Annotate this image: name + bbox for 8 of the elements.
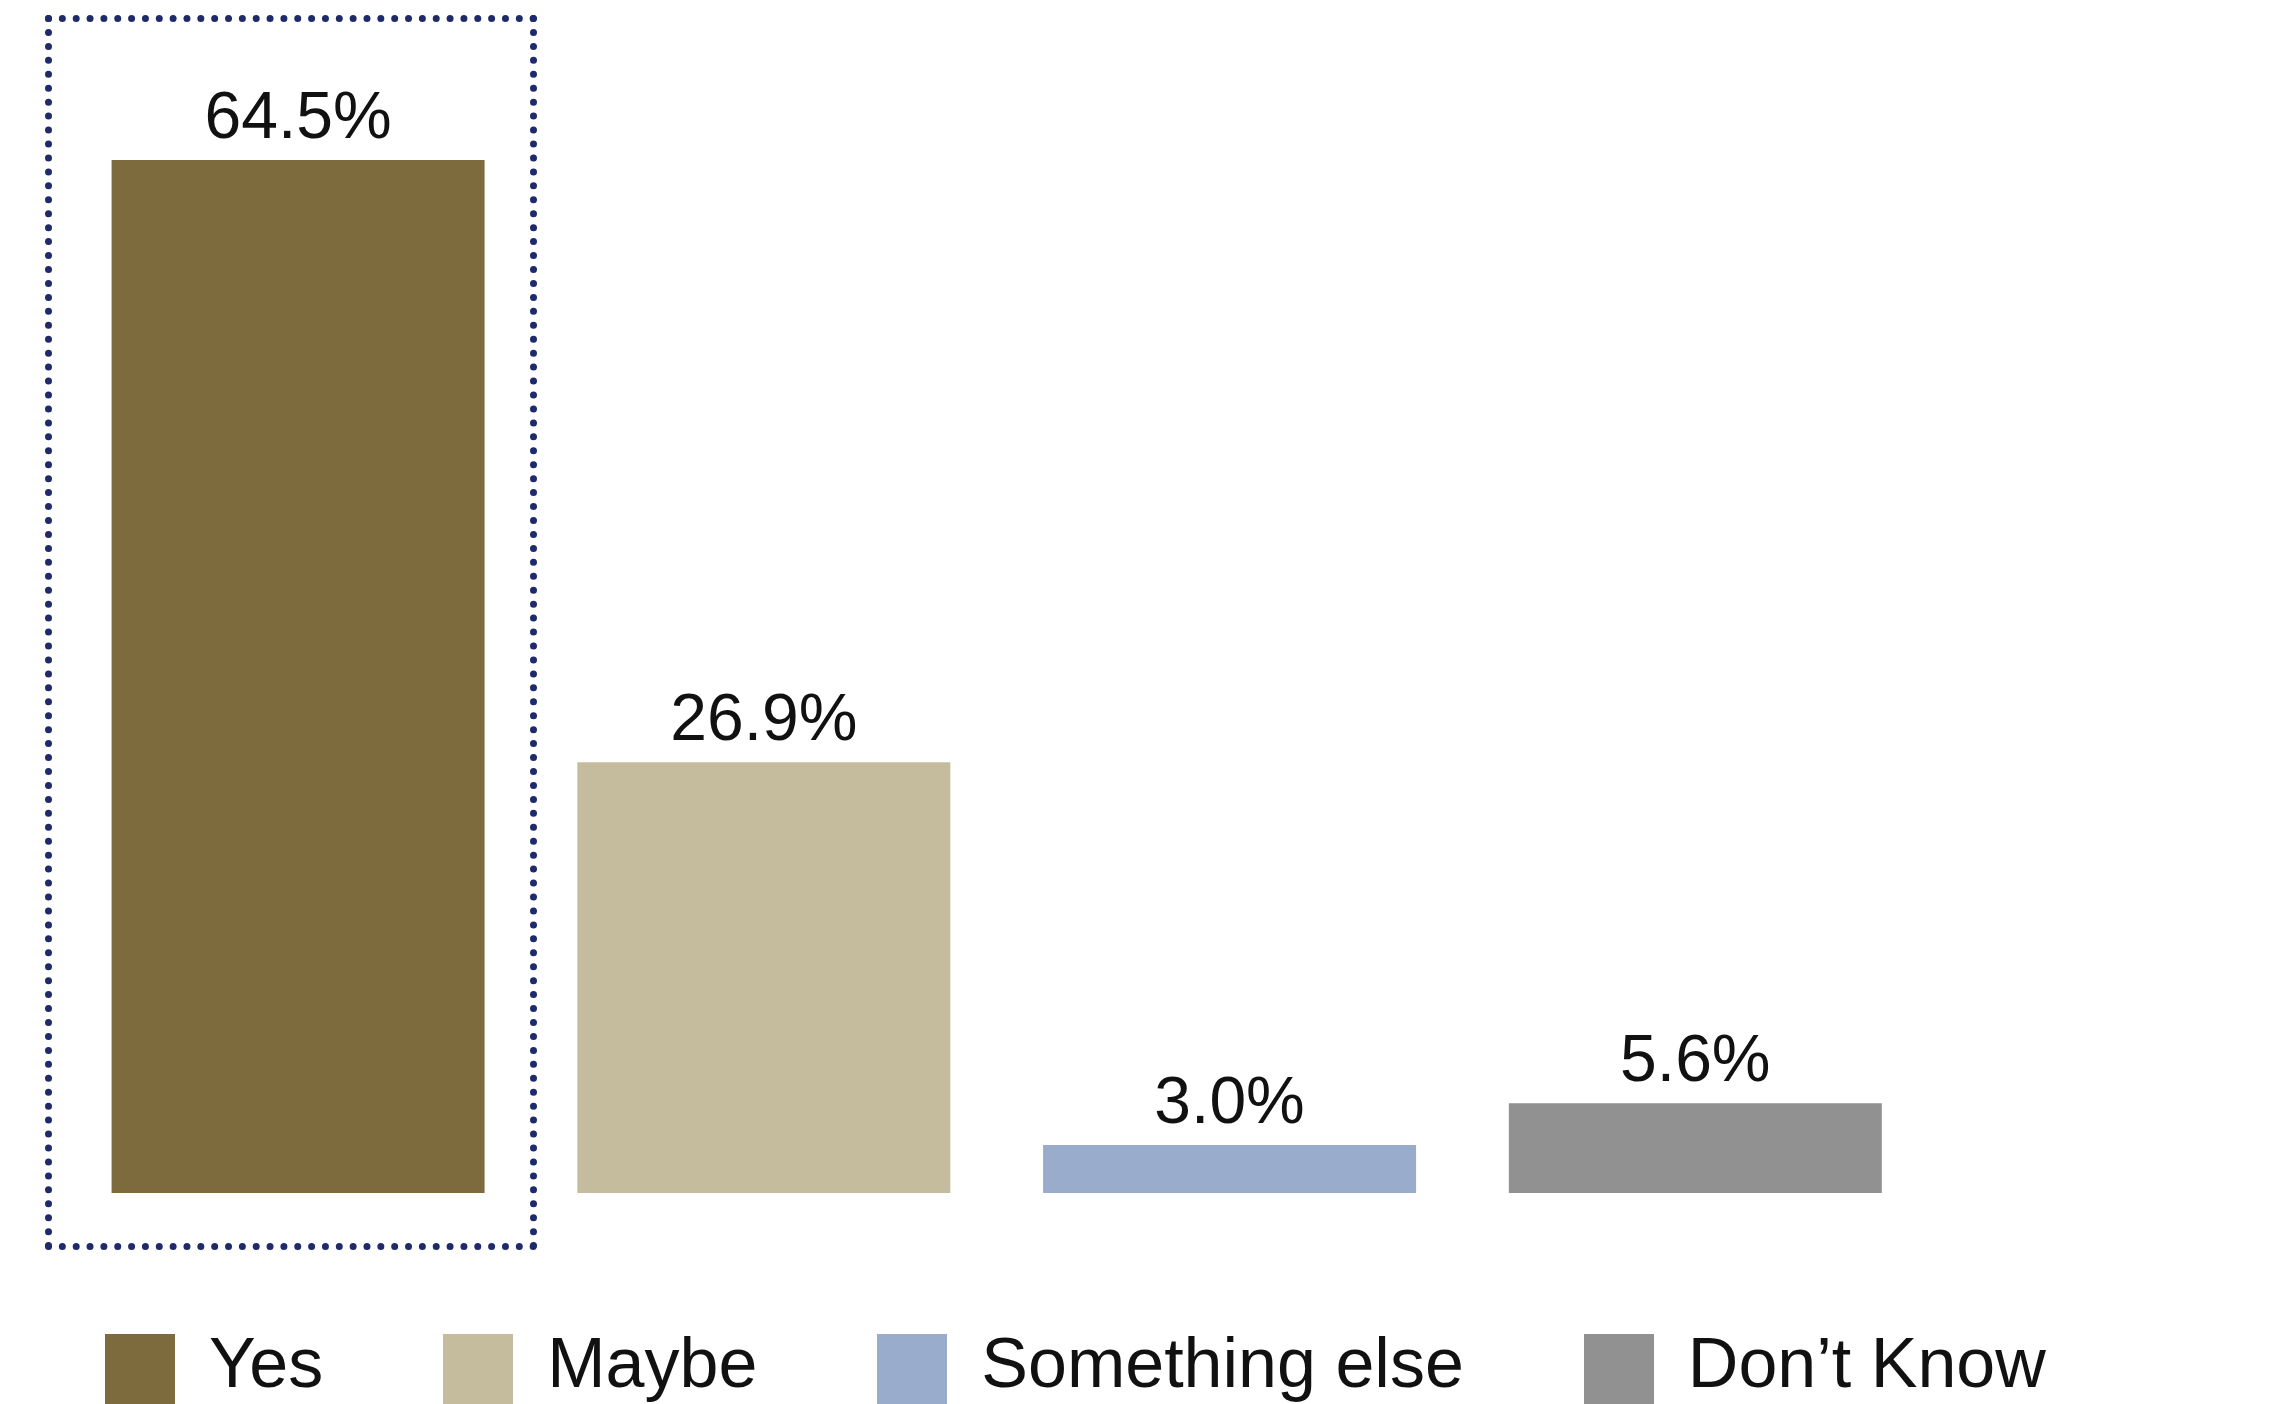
data-label: 3.0% bbox=[1154, 1062, 1305, 1137]
legend-label: Something else bbox=[981, 1324, 1464, 1402]
legend-label: Maybe bbox=[547, 1324, 758, 1402]
data-label: 64.5% bbox=[204, 78, 392, 152]
legend-label: Don’t Know bbox=[1687, 1324, 2046, 1402]
data-label: 26.9% bbox=[670, 680, 858, 755]
data-label: 5.6% bbox=[1620, 1021, 1771, 1096]
legend-label: Yes bbox=[209, 1324, 324, 1402]
